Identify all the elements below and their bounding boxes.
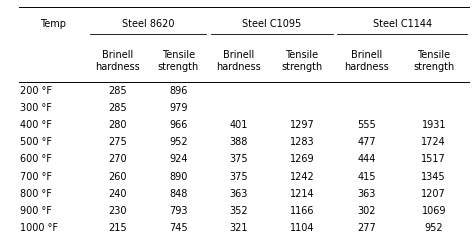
- Text: Tensile
strength: Tensile strength: [413, 50, 455, 72]
- Text: 890: 890: [169, 172, 187, 182]
- Text: 1214: 1214: [290, 189, 314, 199]
- Text: Steel 8620: Steel 8620: [122, 19, 174, 28]
- Text: Brinell
hardness: Brinell hardness: [344, 50, 389, 72]
- Text: 375: 375: [229, 172, 248, 182]
- Text: 401: 401: [230, 120, 248, 130]
- Text: Temp: Temp: [40, 19, 66, 28]
- Text: 793: 793: [169, 206, 188, 216]
- Text: 1242: 1242: [290, 172, 314, 182]
- Text: 375: 375: [229, 154, 248, 164]
- Text: 280: 280: [109, 120, 127, 130]
- Text: 979: 979: [169, 103, 188, 113]
- Text: 1724: 1724: [421, 137, 446, 147]
- Text: 900 °F: 900 °F: [20, 206, 52, 216]
- Text: 952: 952: [169, 137, 188, 147]
- Text: 1931: 1931: [421, 120, 446, 130]
- Text: 1166: 1166: [290, 206, 314, 216]
- Text: Steel C1144: Steel C1144: [373, 19, 432, 28]
- Text: 1104: 1104: [290, 223, 314, 233]
- Text: 745: 745: [169, 223, 188, 233]
- Text: 1297: 1297: [290, 120, 314, 130]
- Text: 966: 966: [169, 120, 187, 130]
- Text: 321: 321: [229, 223, 248, 233]
- Text: 800 °F: 800 °F: [20, 189, 52, 199]
- Text: 302: 302: [357, 206, 376, 216]
- Text: Tensile
strength: Tensile strength: [158, 50, 199, 72]
- Text: 388: 388: [230, 137, 248, 147]
- Text: 924: 924: [169, 154, 188, 164]
- Text: 1269: 1269: [290, 154, 314, 164]
- Text: 200 °F: 200 °F: [20, 86, 53, 96]
- Text: 352: 352: [229, 206, 248, 216]
- Text: Brinell
hardness: Brinell hardness: [95, 50, 140, 72]
- Text: 1000 °F: 1000 °F: [20, 223, 58, 233]
- Text: 500 °F: 500 °F: [20, 137, 53, 147]
- Text: 1283: 1283: [290, 137, 314, 147]
- Text: 848: 848: [169, 189, 187, 199]
- Text: 363: 363: [230, 189, 248, 199]
- Text: 285: 285: [109, 86, 127, 96]
- Text: 260: 260: [109, 172, 127, 182]
- Text: 230: 230: [109, 206, 127, 216]
- Text: 277: 277: [357, 223, 376, 233]
- Text: 363: 363: [357, 189, 376, 199]
- Text: 275: 275: [109, 137, 127, 147]
- Text: 415: 415: [357, 172, 376, 182]
- Text: Steel C1095: Steel C1095: [242, 19, 301, 28]
- Text: 285: 285: [109, 103, 127, 113]
- Text: 215: 215: [109, 223, 127, 233]
- Text: 240: 240: [109, 189, 127, 199]
- Text: 270: 270: [109, 154, 127, 164]
- Text: 700 °F: 700 °F: [20, 172, 53, 182]
- Text: 896: 896: [169, 86, 187, 96]
- Text: 952: 952: [424, 223, 443, 233]
- Text: Tensile
strength: Tensile strength: [282, 50, 323, 72]
- Text: 555: 555: [357, 120, 376, 130]
- Text: 1345: 1345: [421, 172, 446, 182]
- Text: 600 °F: 600 °F: [20, 154, 52, 164]
- Text: 477: 477: [357, 137, 376, 147]
- Text: Brinell
hardness: Brinell hardness: [217, 50, 261, 72]
- Text: 444: 444: [357, 154, 376, 164]
- Text: 1207: 1207: [421, 189, 446, 199]
- Text: 1517: 1517: [421, 154, 446, 164]
- Text: 300 °F: 300 °F: [20, 103, 52, 113]
- Text: 400 °F: 400 °F: [20, 120, 52, 130]
- Text: 1069: 1069: [421, 206, 446, 216]
